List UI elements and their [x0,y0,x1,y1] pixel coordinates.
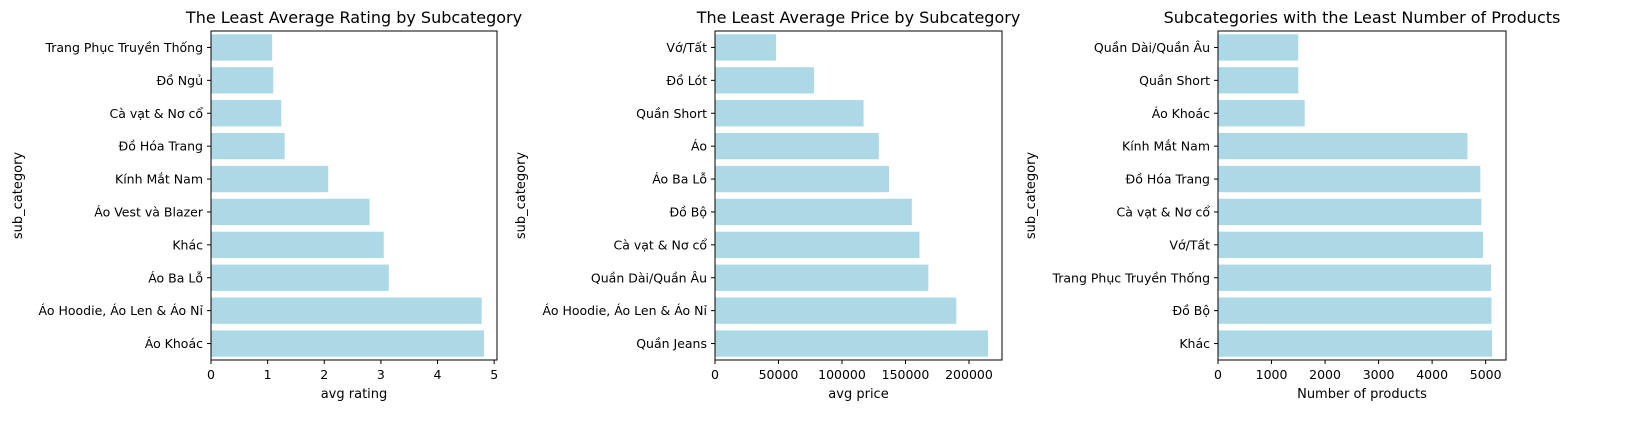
x-tick-label: 4 [434,367,442,382]
x-axis-label: avg rating [321,387,388,402]
bar-products-6 [1218,231,1483,259]
plot-frame [210,30,498,361]
y-tick-label: Khác [172,237,203,252]
chart-title: Subcategories with the Least Number of P… [1164,8,1561,27]
y-tick-label: Cà vạt & Nơ cổ [613,237,707,252]
y-tick-label: Áo Khoác [1152,106,1210,121]
y-tick-label: Đồ Ngủ [156,73,203,88]
x-tick-label: 0 [1214,367,1222,382]
y-tick-label: Cà vạt & Nơ cổ [109,106,203,121]
y-tick-label: Áo [691,139,707,154]
x-tick-label: 5 [490,367,498,382]
x-tick-label: 3 [377,367,385,382]
bar-price-1 [715,67,815,94]
y-tick-label: Quần Short [1139,73,1210,88]
x-tick-label: 200000 [945,367,993,382]
x-tick-label: 150000 [882,367,930,382]
chart-title: The Least Average Rating by Subcategory [185,8,522,27]
y-tick-label: Quần Short [636,106,707,121]
bar-products-1 [1218,67,1299,94]
rating-chart-panel: Trang Phục Truyền Thống Đồ Ngủ Cà vạt & Nơ… [11,8,522,402]
y-tick-label: Kính Mắt Nam [1122,139,1210,154]
price-chart-panel: Vớ/Tất Đồ Lót Quần Short Áo Áo Ba Lỗ Đồ Bộ Cà … [514,8,1020,402]
y-tick-label: Đồ Lót [666,73,707,88]
x-axis-label: avg price [828,387,888,402]
bar-rating-8 [211,297,482,324]
bar-rating-7 [211,264,389,291]
y-tick-label: Kính Mắt Nam [115,172,203,187]
bar-products-7 [1218,264,1492,291]
x-axis-label: Number of products [1297,387,1427,402]
y-tick-label: Áo Ba Lỗ [148,270,203,285]
y-tick-label: Áo Ba Lỗ [652,172,707,187]
x-tick-label: 100000 [818,367,866,382]
bar-price-3 [715,132,879,160]
y-tick-label: Cà vạt & Nơ cổ [1116,204,1210,219]
bar-rating-3 [211,132,285,160]
y-tick-label: Trang Phục Truyền Thống [44,40,203,55]
y-tick-label: Vớ/Tất [1169,237,1210,252]
y-tick-label: Áo Vest và Blazer [94,204,204,219]
bar-price-7 [715,264,929,291]
bar-products-3 [1218,132,1468,160]
y-tick-label: Vớ/Tất [666,40,707,55]
x-tick-label: 0 [711,367,719,382]
x-tick-label: 50000 [759,367,799,382]
y-axis-label: sub_category [1024,152,1039,240]
plot-frame [714,30,1003,361]
y-tick-label: Quần Jeans [636,336,707,351]
bar-rating-9 [211,330,484,357]
y-tick-label: Đồ Hóa Trang [119,139,203,154]
bar-price-2 [715,100,864,127]
y-axis-label: sub_category [11,152,26,240]
y-tick-label: Quần Dài/Quần Âu [1094,40,1210,55]
y-axis-label: sub_category [514,152,529,240]
y-tick-label: Áo Khoác [145,336,203,351]
x-tick-label: 3000 [1363,367,1395,382]
y-tick-label: Đồ Hóa Trang [1126,172,1210,187]
y-tick-label: Đồ Bộ [669,204,707,219]
plot-frame [1217,30,1507,361]
y-tick-label: Áo Hoodie, Áo Len & Áo Nỉ [543,303,708,318]
bar-products-4 [1218,165,1481,193]
bar-price-8 [715,297,957,324]
bar-rating-1 [211,67,274,94]
y-tick-label: Áo Hoodie, Áo Len & Áo Nỉ [39,303,204,318]
x-tick-label: 2000 [1309,367,1341,382]
bar-rating-6 [211,231,384,259]
bar-products-0 [1218,34,1299,61]
bar-price-0 [715,34,776,61]
chart-title: The Least Average Price by Subcategory [696,8,1021,27]
product-count-chart-panel: Quần Dài/Quần Âu Quần Short Áo Khoác Kính M… [1024,8,1560,402]
y-tick-label: Khác [1179,336,1210,351]
bar-price-4 [715,165,889,193]
bar-rating-2 [211,100,282,127]
bar-price-5 [715,198,912,226]
y-tick-label: Đồ Bộ [1172,303,1210,318]
bar-rating-0 [211,34,273,61]
x-tick-label: 5000 [1470,367,1502,382]
x-tick-label: 4000 [1416,367,1448,382]
x-tick-label: 0 [207,367,215,382]
bar-price-9 [715,330,989,357]
bar-products-9 [1218,330,1493,357]
bar-products-5 [1218,198,1482,226]
y-tick-label: Quần Dài/Quần Âu [591,270,707,285]
bar-rating-4 [211,165,329,193]
bar-price-6 [715,231,920,259]
bar-products-2 [1218,100,1305,127]
bar-rating-5 [211,198,370,226]
bar-products-8 [1218,297,1492,324]
x-tick-label: 1000 [1256,367,1288,382]
x-tick-label: 1 [264,367,272,382]
x-tick-label: 2 [320,367,328,382]
y-tick-label: Trang Phục Truyền Thống [1051,270,1210,285]
